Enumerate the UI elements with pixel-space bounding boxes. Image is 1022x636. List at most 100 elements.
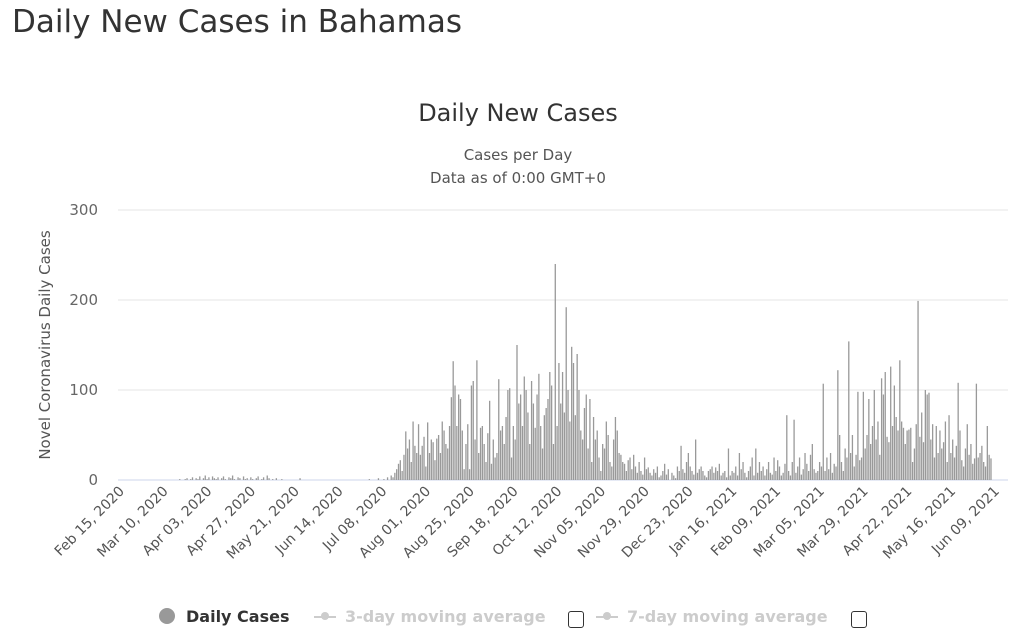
bar[interactable] (552, 444, 555, 480)
bar[interactable] (281, 479, 283, 480)
bar[interactable] (906, 430, 908, 481)
legend-daily-cases[interactable]: Daily Cases (186, 607, 290, 626)
bar[interactable] (580, 430, 582, 481)
bar[interactable] (698, 469, 700, 480)
bar[interactable] (647, 467, 649, 480)
bar[interactable] (510, 457, 513, 481)
bar[interactable] (454, 385, 456, 481)
bar[interactable] (496, 453, 498, 480)
bar[interactable] (447, 448, 449, 481)
bar[interactable] (649, 472, 651, 480)
bar[interactable] (627, 460, 629, 480)
bar[interactable] (824, 471, 826, 480)
bar[interactable] (844, 448, 846, 481)
bar[interactable] (581, 439, 584, 481)
bar[interactable] (977, 457, 979, 481)
bar[interactable] (687, 453, 690, 480)
bar[interactable] (955, 445, 957, 480)
bar[interactable] (771, 474, 773, 480)
legend-7day-marker[interactable] (596, 612, 618, 620)
bar[interactable] (255, 478, 257, 480)
bar[interactable] (709, 469, 711, 480)
bar[interactable] (988, 454, 990, 480)
bar[interactable] (972, 463, 974, 480)
bar[interactable] (452, 361, 454, 480)
bar[interactable] (908, 429, 910, 480)
bar[interactable] (724, 471, 726, 480)
bar[interactable] (859, 460, 861, 480)
bar[interactable] (820, 466, 823, 481)
bar[interactable] (893, 385, 896, 481)
bar[interactable] (880, 378, 883, 480)
bar[interactable] (664, 463, 666, 480)
bar[interactable] (507, 390, 509, 480)
bar[interactable] (868, 399, 870, 480)
bar[interactable] (445, 444, 447, 480)
bar[interactable] (818, 462, 821, 480)
bar[interactable] (733, 472, 735, 480)
bar[interactable] (802, 469, 804, 480)
bar[interactable] (808, 471, 810, 480)
bar[interactable] (607, 435, 609, 480)
bar[interactable] (691, 471, 693, 480)
bar[interactable] (791, 462, 793, 480)
bar[interactable] (848, 341, 850, 480)
bar[interactable] (935, 426, 937, 480)
bar[interactable] (541, 448, 544, 481)
bar[interactable] (569, 421, 571, 481)
bar[interactable] (609, 462, 611, 480)
bar[interactable] (813, 469, 815, 480)
bar[interactable] (864, 448, 866, 481)
bar[interactable] (797, 466, 799, 481)
bar[interactable] (558, 363, 560, 480)
bar[interactable] (829, 453, 832, 480)
bar[interactable] (900, 421, 903, 481)
bar[interactable] (633, 454, 635, 480)
bar[interactable] (186, 478, 188, 480)
bar[interactable] (478, 453, 480, 480)
bar[interactable] (660, 475, 662, 481)
bar[interactable] (778, 466, 781, 481)
bar[interactable] (527, 412, 529, 481)
bar[interactable] (857, 391, 859, 480)
bar[interactable] (961, 460, 963, 480)
bar[interactable] (465, 444, 467, 480)
bar[interactable] (764, 475, 766, 481)
bar[interactable] (434, 460, 436, 480)
bar[interactable] (738, 453, 741, 480)
bar[interactable] (849, 453, 852, 480)
bar[interactable] (740, 469, 742, 480)
bar[interactable] (476, 360, 478, 480)
bar[interactable] (587, 448, 589, 481)
bar[interactable] (671, 472, 673, 480)
bar[interactable] (554, 264, 556, 480)
bar[interactable] (401, 471, 403, 480)
bar[interactable] (572, 363, 575, 480)
bar[interactable] (654, 472, 657, 480)
bar[interactable] (547, 399, 549, 480)
bar[interactable] (673, 475, 675, 481)
bar[interactable] (410, 462, 412, 480)
bar[interactable] (509, 388, 511, 480)
bar[interactable] (642, 474, 644, 480)
bar[interactable] (503, 444, 505, 480)
bar[interactable] (678, 471, 680, 480)
bar[interactable] (252, 479, 254, 480)
bar[interactable] (777, 460, 779, 480)
bar[interactable] (645, 469, 648, 480)
bar[interactable] (964, 448, 967, 481)
bar[interactable] (725, 477, 728, 480)
bar[interactable] (257, 476, 259, 480)
bar[interactable] (870, 444, 872, 480)
bar[interactable] (835, 466, 837, 481)
bar[interactable] (576, 354, 578, 480)
bar[interactable] (501, 426, 504, 480)
bar[interactable] (667, 469, 669, 480)
bar[interactable] (571, 346, 573, 480)
bar[interactable] (419, 454, 422, 480)
bar[interactable] (618, 453, 620, 480)
bar[interactable] (231, 475, 234, 481)
bar[interactable] (536, 394, 538, 481)
bar[interactable] (860, 457, 863, 481)
bar[interactable] (729, 475, 731, 481)
